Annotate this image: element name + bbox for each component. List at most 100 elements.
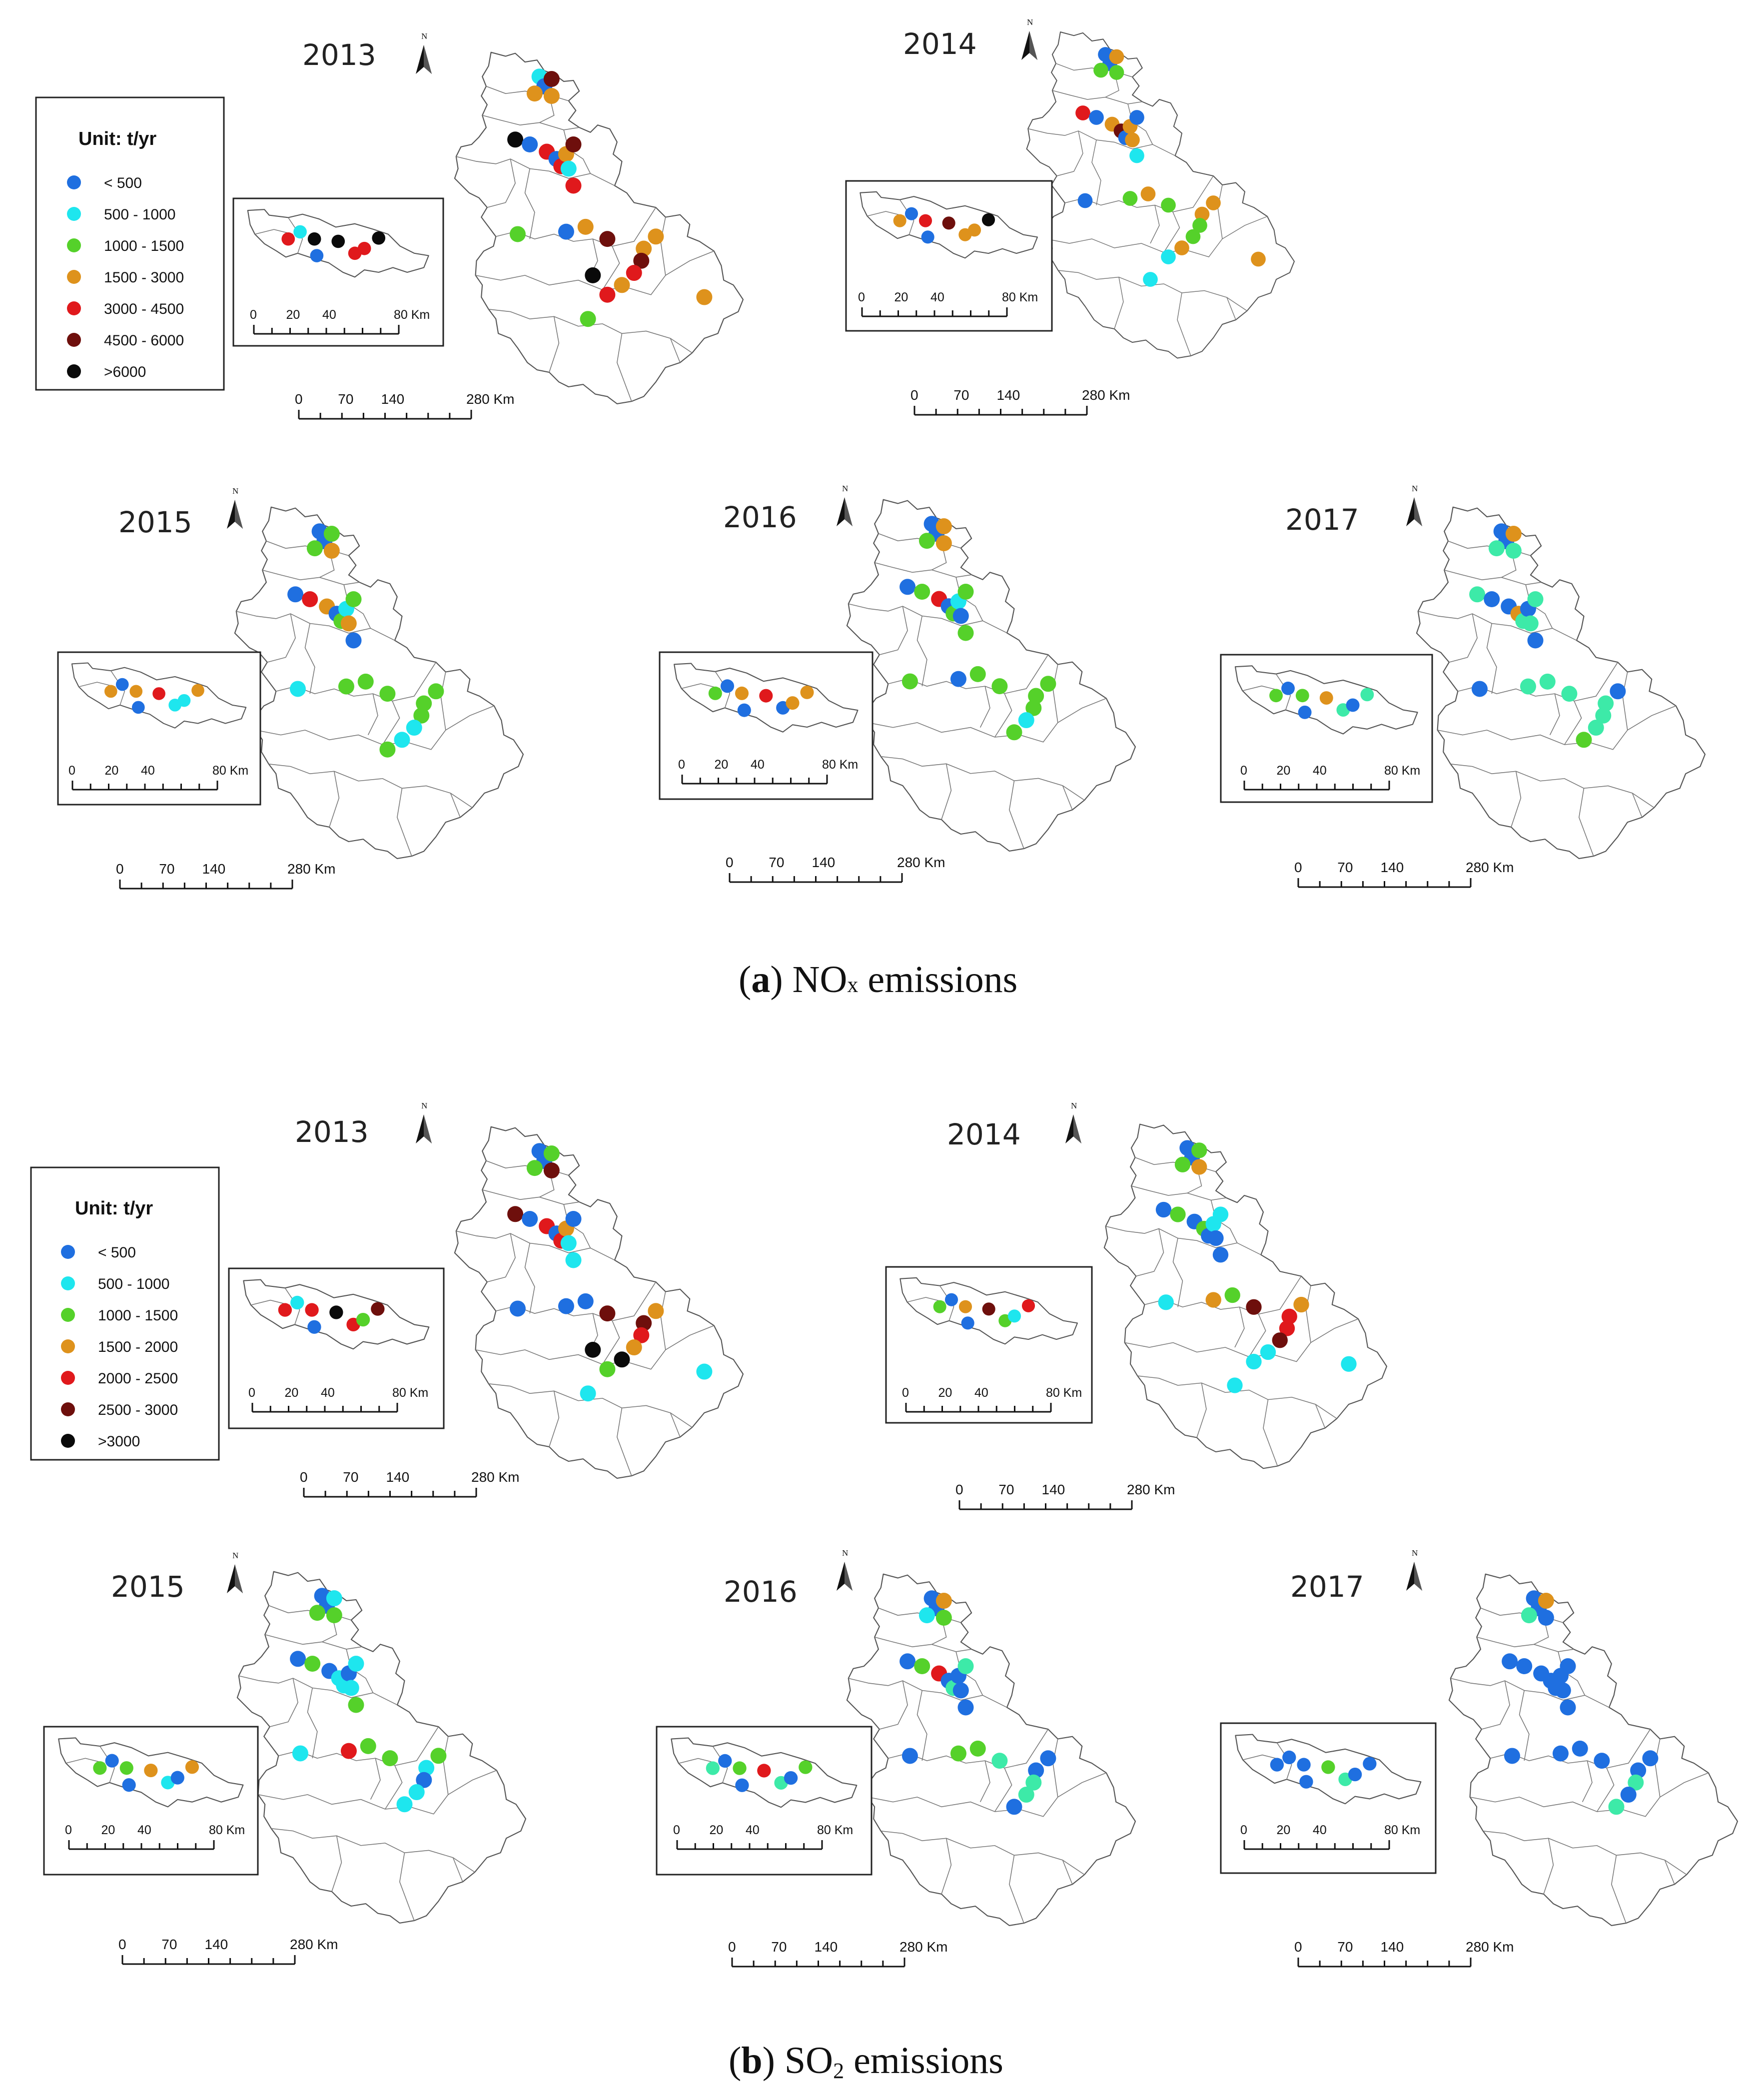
station-marker xyxy=(633,252,650,269)
station-marker xyxy=(957,1699,974,1716)
station-marker xyxy=(1279,1320,1295,1336)
station-marker xyxy=(1125,132,1140,147)
scale-label-t1: 70 xyxy=(338,391,353,407)
station-marker xyxy=(565,136,582,153)
inset-scale-label-t0: 0 xyxy=(1240,764,1247,778)
panel-a2014: 2014 N 0 20 40 80 Km 0 70 140 280 Km xyxy=(845,17,1295,416)
station-marker xyxy=(1560,1699,1576,1716)
inset-scale-label-t2: 40 xyxy=(746,1823,760,1837)
inset-station-marker xyxy=(967,223,981,237)
station-marker xyxy=(1089,110,1104,125)
inset-station-marker xyxy=(961,1316,974,1330)
station-marker xyxy=(1502,1653,1518,1670)
station-marker xyxy=(1212,1247,1229,1263)
inset-station-marker xyxy=(191,684,204,697)
inset-map: 0 20 40 80 Km xyxy=(43,1726,259,1876)
station-marker xyxy=(1075,105,1090,120)
station-marker xyxy=(914,1658,930,1675)
station-marker xyxy=(1006,724,1022,741)
scale-label-t1: 70 xyxy=(1337,860,1353,875)
station-marker xyxy=(991,1753,1008,1769)
north-arrow-icon: N xyxy=(416,31,432,74)
scale-label-t3: 280 Km xyxy=(1466,860,1514,875)
station-marker xyxy=(543,71,560,87)
station-marker xyxy=(1555,1682,1571,1699)
station-marker xyxy=(326,1590,342,1607)
station-marker xyxy=(633,1327,650,1343)
station-marker xyxy=(1595,707,1612,724)
station-marker xyxy=(899,579,916,595)
inset-scale-label-t0: 0 xyxy=(678,758,685,772)
station-marker xyxy=(1018,712,1034,729)
inset-scale-label-t2: 40 xyxy=(1313,764,1327,778)
inset-station-marker xyxy=(331,234,345,248)
legend-swatch xyxy=(61,1434,75,1448)
legend-label: >3000 xyxy=(98,1433,140,1450)
panel-b2014: 2014 N 0 20 40 80 Km 0 70 140 280 Km xyxy=(885,1101,1388,1510)
station-marker xyxy=(323,542,340,559)
station-marker xyxy=(1572,1740,1588,1757)
inset-station-marker xyxy=(1360,688,1374,702)
legend-label: 2000 - 2500 xyxy=(98,1370,178,1387)
inset-scale-label-t3: 80 Km xyxy=(1002,290,1038,304)
svg-text:N: N xyxy=(1412,484,1418,493)
year-label: 2015 xyxy=(111,1570,185,1604)
legend-nox: Unit: t/yr < 500 500 - 1000 1000 - 1500 150… xyxy=(35,96,225,391)
scale-label-t3: 280 Km xyxy=(290,1937,338,1952)
inset-map: 0 20 40 80 Km xyxy=(228,1267,445,1429)
station-marker xyxy=(1006,1799,1022,1815)
inset-station-marker xyxy=(800,685,814,699)
svg-text:N: N xyxy=(1412,1548,1418,1558)
station-marker xyxy=(338,678,354,695)
inset-station-marker xyxy=(958,1300,972,1313)
panel-a2017: 2017 N 0 20 40 80 Km 0 70 140 280 Km xyxy=(1220,484,1706,888)
north-arrow-icon: N xyxy=(837,1548,853,1591)
station-marker xyxy=(394,732,410,748)
station-marker xyxy=(1246,1299,1262,1315)
scale-bar: 0 70 140 280 Km xyxy=(728,1939,948,1968)
station-marker xyxy=(1552,1745,1569,1762)
station-marker xyxy=(1040,676,1056,692)
inset-station-marker xyxy=(757,1764,771,1778)
inset-scale-label-t2: 40 xyxy=(321,1386,335,1400)
inset-scale-label-t0: 0 xyxy=(68,764,75,778)
caption-b: (b) SO2 emissions xyxy=(729,2040,1003,2083)
inset-scale-label-t1: 20 xyxy=(1277,764,1291,778)
station-marker xyxy=(1109,65,1124,80)
scale-bar: 0 70 140 280 Km xyxy=(910,387,1130,416)
station-marker xyxy=(1471,681,1488,697)
province-map xyxy=(454,51,744,405)
station-marker xyxy=(1192,218,1207,233)
inset-map: 0 20 40 80 Km xyxy=(232,197,444,347)
year-label: 2013 xyxy=(295,1115,369,1149)
inset-station-marker xyxy=(170,1771,184,1785)
station-marker xyxy=(289,681,306,697)
map-panels: 2013 N 0 20 40 80 Km 0 70 140 280 Km 2014 N 0 20 40 80 … xyxy=(43,17,1739,1968)
station-marker xyxy=(1206,195,1221,210)
station-marker xyxy=(1161,249,1176,264)
station-marker xyxy=(1194,206,1210,222)
scale-label-t3: 280 Km xyxy=(287,861,336,877)
station-marker xyxy=(1527,591,1544,608)
svg-text:N: N xyxy=(232,1551,238,1560)
station-marker xyxy=(991,678,1008,695)
inset-station-marker xyxy=(735,686,749,700)
scale-label-t0: 0 xyxy=(1294,1939,1302,1955)
scale-label-t1: 70 xyxy=(769,855,784,870)
scale-label-t0: 0 xyxy=(726,855,734,870)
panel-a2016: 2016 N 0 20 40 80 Km 0 70 140 280 Km xyxy=(659,484,1136,883)
inset-station-marker xyxy=(1298,705,1312,719)
inset-map: 0 20 40 80 Km xyxy=(656,1726,873,1876)
station-marker xyxy=(1484,591,1500,608)
scale-label-t2: 140 xyxy=(205,1937,228,1952)
legend-swatch xyxy=(67,364,81,378)
station-marker xyxy=(1025,700,1042,716)
station-marker xyxy=(379,741,396,758)
station-marker xyxy=(935,1609,952,1626)
station-marker xyxy=(1018,1787,1034,1803)
scale-bar: 0 70 140 280 Km xyxy=(955,1482,1175,1510)
north-arrow-icon: N xyxy=(1406,1548,1422,1591)
inset-station-marker xyxy=(122,1778,136,1792)
panel-a2013: 2013 N 0 20 40 80 Km 0 70 140 280 Km xyxy=(232,31,744,420)
station-marker xyxy=(899,1653,916,1670)
